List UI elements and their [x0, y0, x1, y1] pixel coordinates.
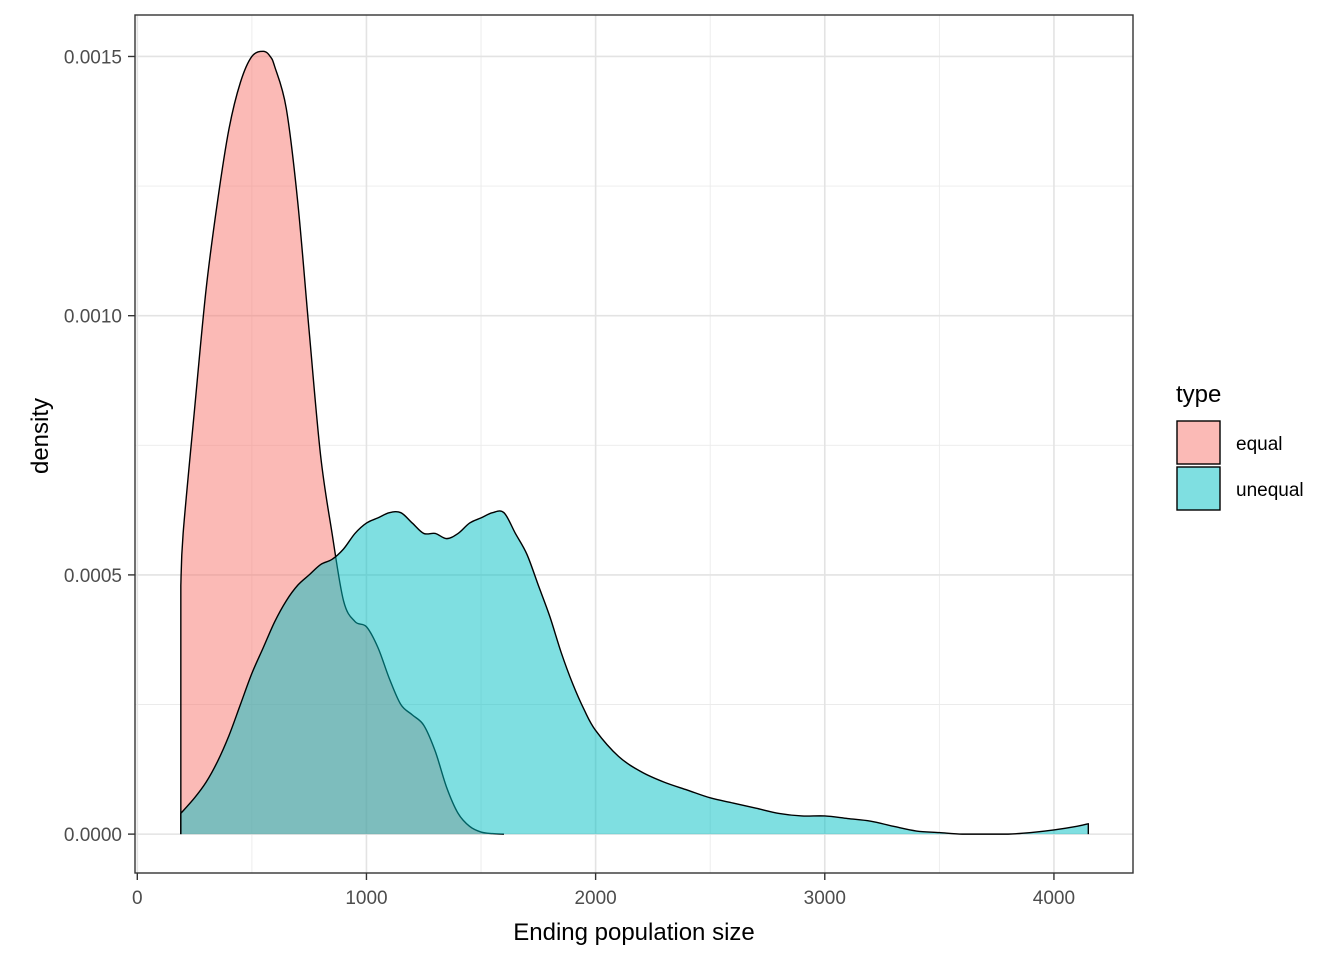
- panel-border: [134, 14, 1134, 874]
- legend-title: type: [1176, 381, 1221, 408]
- density-area-unequal: [180, 510, 1089, 835]
- y-axis-title: density: [27, 398, 54, 474]
- legend-swatch-unequal: [1176, 466, 1221, 511]
- y-axis: 0.0000 0.0005 0.0010 0.0015: [64, 47, 135, 846]
- x-tick-label: 3000: [804, 888, 846, 909]
- legend-label-equal: equal: [1236, 434, 1283, 455]
- x-axis: 0 1000 2000 3000 4000: [132, 873, 1075, 909]
- legend: type equal unequal: [1176, 381, 1304, 511]
- y-tick-label: 0.0015: [64, 47, 122, 68]
- density-area-equal: [180, 51, 504, 835]
- density-line-unequal: [180, 510, 1090, 835]
- x-axis-title: Ending population size: [513, 919, 755, 946]
- x-tick-label: 0: [132, 888, 143, 909]
- y-tick-label: 0.0010: [64, 307, 122, 328]
- y-tick-label: 0.0000: [64, 825, 122, 846]
- x-tick-label: 1000: [345, 888, 387, 909]
- y-tick-label: 0.0005: [64, 566, 122, 587]
- x-tick-label: 2000: [574, 888, 616, 909]
- legend-label-unequal: unequal: [1236, 480, 1304, 501]
- legend-swatch-equal: [1176, 420, 1221, 465]
- x-tick-label: 4000: [1033, 888, 1075, 909]
- plot-panel: [134, 14, 1134, 874]
- legend-items: equal unequal: [1176, 420, 1304, 511]
- density-series: [180, 50, 1090, 835]
